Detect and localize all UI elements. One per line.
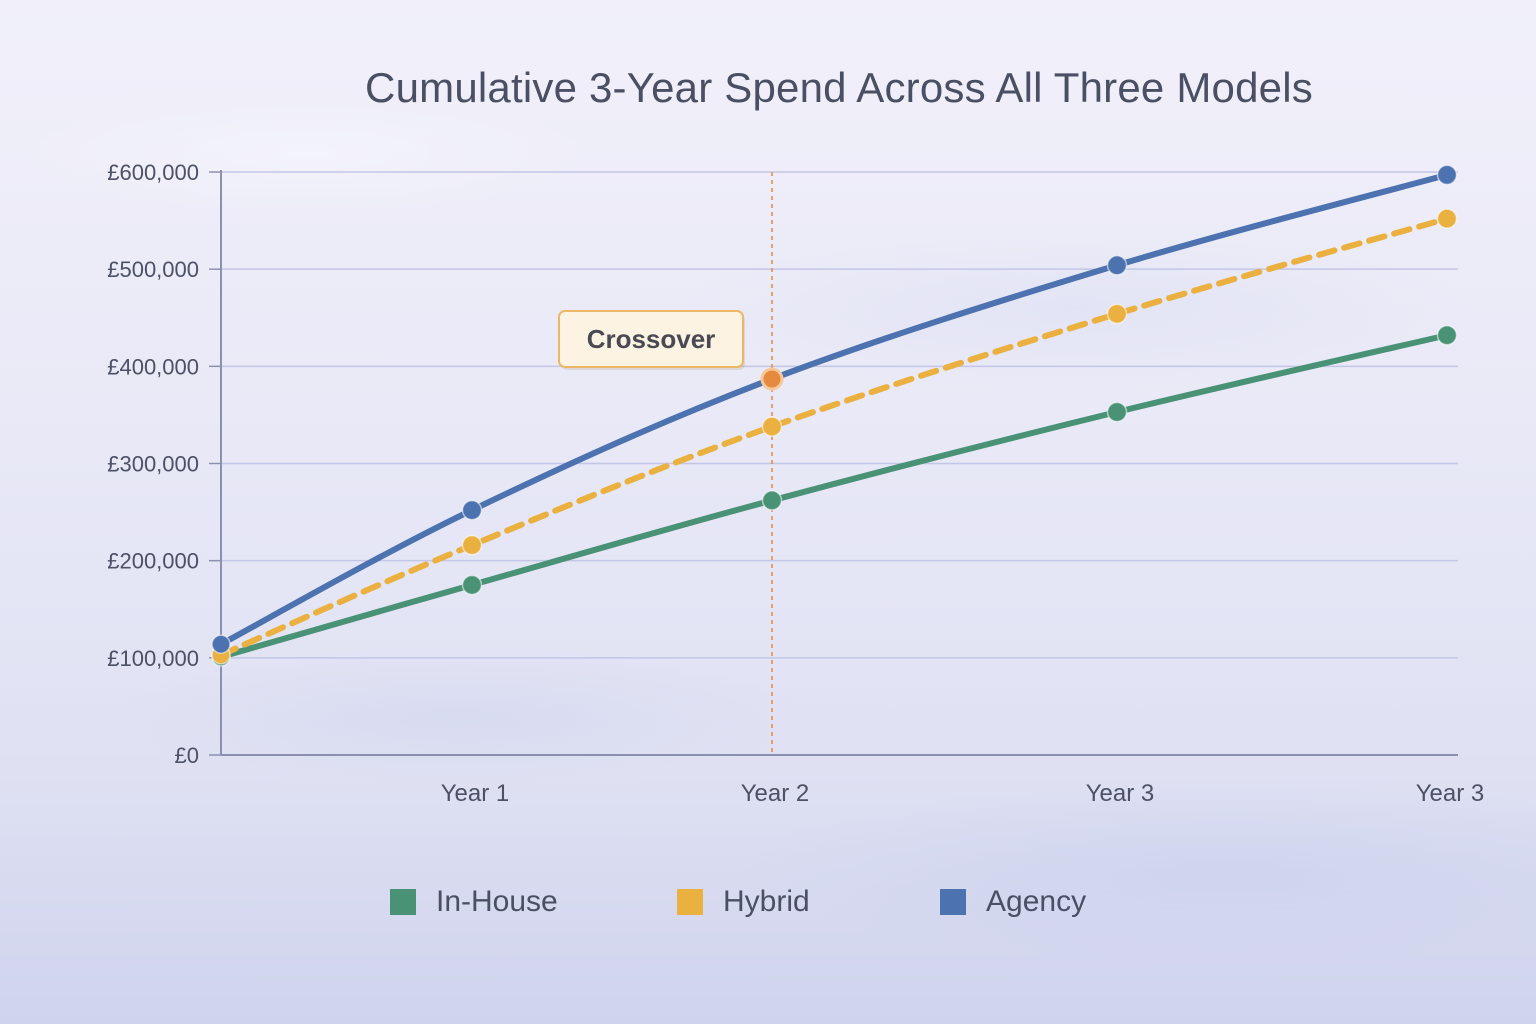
point-hybrid-4: [1436, 208, 1458, 229]
legend-swatch-hybrid: [677, 889, 703, 915]
legend-item-in-house: In-House: [390, 880, 558, 924]
point-in-house-4: [1436, 324, 1458, 346]
x-tick-label-1: Year 1: [441, 780, 510, 807]
y-tick-label-2: £200,000: [107, 549, 199, 574]
series-line-hybrid: [218, 215, 1450, 658]
point-agency-3: [1106, 255, 1128, 276]
y-tick-label-5: £500,000: [107, 257, 199, 282]
point-agency-1: [461, 499, 483, 521]
point-hybrid-1: [461, 534, 483, 556]
x-tick-label-4: Year 3: [1416, 780, 1485, 807]
y-tick-label-6: £600,000: [107, 160, 199, 185]
crossover-callout: [558, 310, 744, 368]
point-hybrid-2: [761, 416, 783, 437]
legend: In-House Hybrid Agency: [0, 880, 1536, 924]
point-hybrid-3: [1106, 303, 1128, 325]
legend-item-agency: Agency: [940, 880, 1086, 924]
legend-label-in-house: In-House: [436, 885, 558, 918]
point-in-house-3: [1106, 401, 1128, 423]
series-line-in-house: [218, 332, 1450, 660]
x-tick-label-3: Year 3: [1086, 780, 1155, 807]
chart-title: Cumulative 3-Year Spend Across All Three…: [365, 64, 1313, 111]
point-agency-4: [1436, 164, 1458, 186]
y-tick-label-4: £400,000: [107, 354, 199, 379]
point-in-house-1: [461, 574, 483, 596]
y-tick-label-1: £100,000: [107, 646, 199, 671]
point-in-house-2: [761, 490, 783, 511]
y-tick-label-3: £300,000: [107, 452, 199, 477]
legend-swatch-in-house: [390, 889, 416, 915]
crossover-callout-label: Crossover: [587, 324, 716, 354]
x-tick-label-2: Year 2: [741, 780, 810, 807]
crossover-marker: [760, 367, 784, 391]
legend-label-agency: Agency: [986, 885, 1087, 918]
legend-item-hybrid: Hybrid: [677, 880, 810, 924]
y-tick-label-0: £0: [175, 743, 199, 768]
point-agency-0: [211, 634, 231, 654]
legend-swatch-agency: [940, 889, 966, 915]
legend-label-hybrid: Hybrid: [723, 885, 810, 918]
